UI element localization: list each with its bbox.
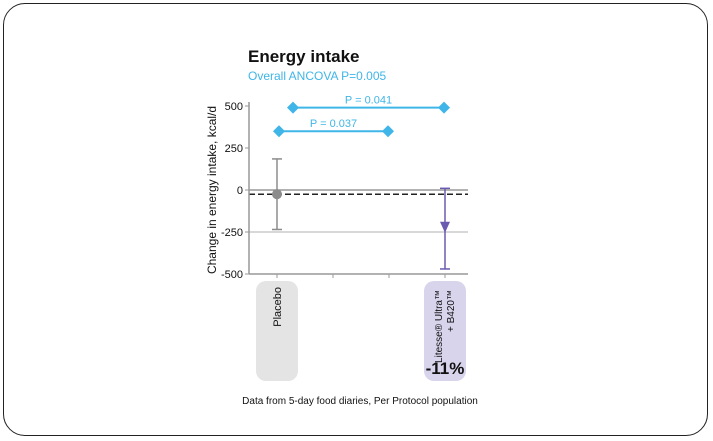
mean-marker xyxy=(272,189,282,200)
y-tick-label: 250 xyxy=(225,143,243,155)
group-label-box xyxy=(424,281,466,381)
comparison-diamond xyxy=(287,101,299,114)
mean-marker xyxy=(440,221,450,233)
comparison-diamond xyxy=(438,101,450,114)
group-label: + B420™ xyxy=(446,290,457,332)
slide-frame xyxy=(3,3,708,436)
p-value-label: P = 0.037 xyxy=(310,118,357,130)
y-tick-label: 500 xyxy=(225,101,243,113)
y-tick-label: -500 xyxy=(221,269,243,281)
chart-title: Energy intake xyxy=(248,47,360,66)
group-label: Litesse® Ultra™ xyxy=(434,290,445,363)
chart-subtitle: Overall ANCOVA P=0.005 xyxy=(248,69,387,83)
group-label: Placebo xyxy=(272,287,284,327)
y-tick-label: -250 xyxy=(221,227,243,239)
y-tick-label: 0 xyxy=(237,185,243,197)
y-axis-label: Change in energy intake, kcal/d xyxy=(205,106,219,274)
footnote: Data from 5-day food diaries, Per Protoc… xyxy=(242,396,478,407)
comparison-diamond xyxy=(273,125,285,138)
comparison-diamond xyxy=(382,125,394,138)
percent-change: -11% xyxy=(426,359,465,378)
group-label-box xyxy=(256,281,298,381)
p-value-label: P = 0.041 xyxy=(345,95,392,107)
